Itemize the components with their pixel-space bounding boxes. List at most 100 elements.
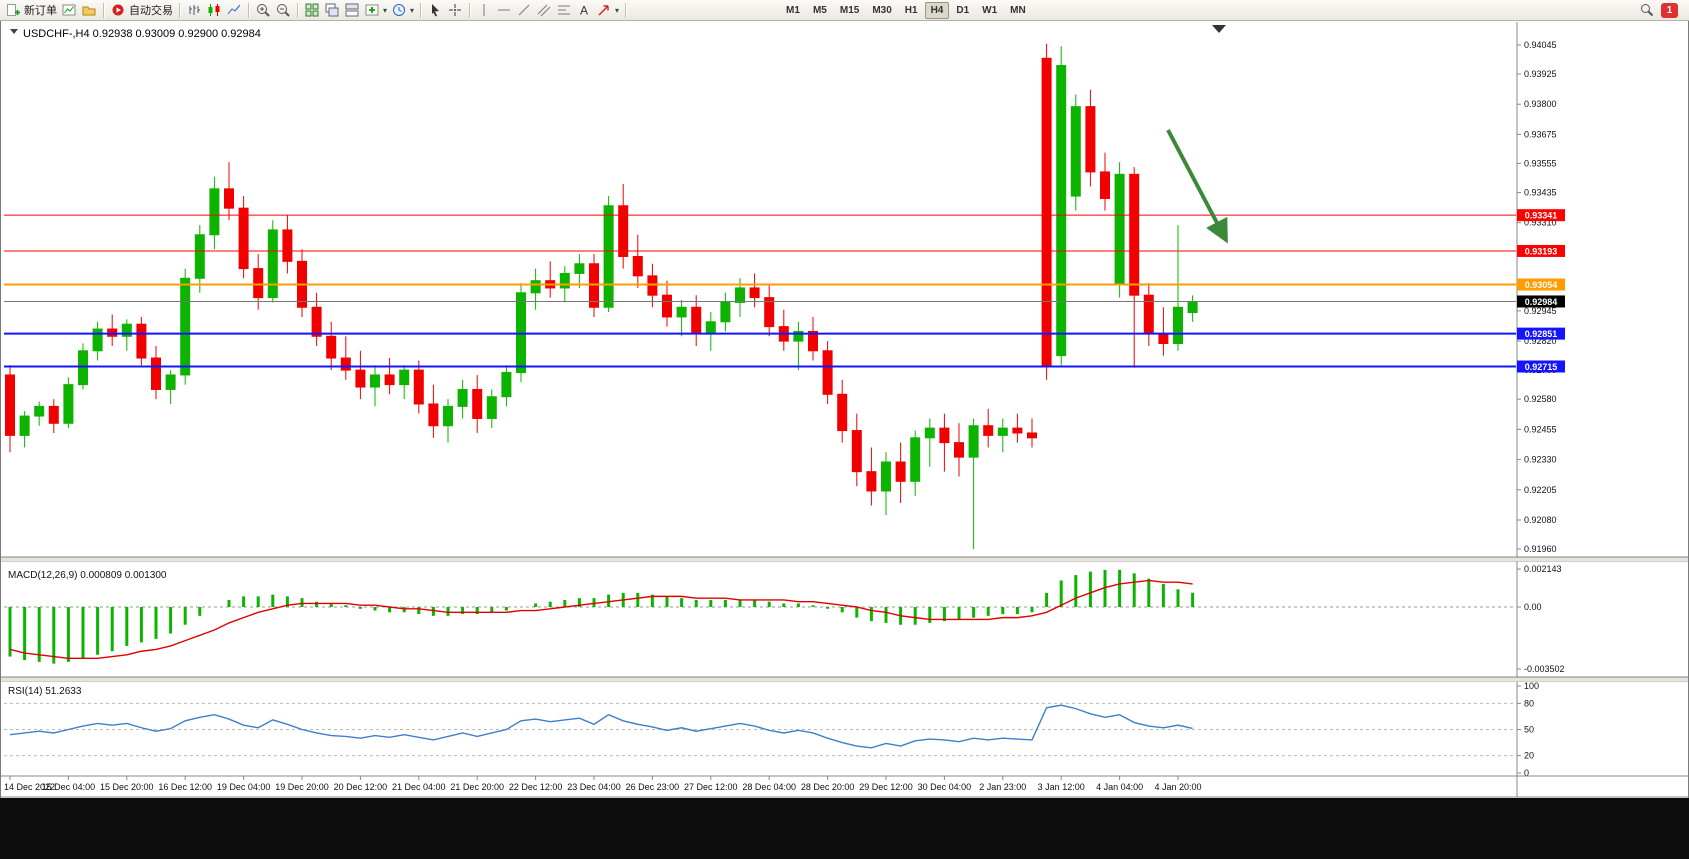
trendline-button[interactable] [514, 1, 534, 20]
timeframe-m15[interactable]: M15 [834, 2, 865, 19]
candle [1056, 65, 1067, 357]
svg-text:0.93925: 0.93925 [1524, 69, 1557, 79]
svg-text:0.94045: 0.94045 [1524, 40, 1557, 50]
candle [1129, 173, 1140, 296]
symbol-dropdown-icon[interactable] [10, 29, 18, 34]
arrange-windows-button[interactable] [342, 1, 362, 20]
candle [559, 272, 570, 289]
timeframe-m1[interactable]: M1 [780, 2, 806, 19]
candle [253, 268, 264, 299]
toolbar-separator [625, 2, 627, 18]
panel-divider[interactable] [0, 557, 1689, 562]
candlestick-chart-icon [208, 4, 220, 16]
zoom-in-button[interactable] [253, 1, 273, 20]
candle [851, 430, 862, 473]
cursor-button[interactable] [425, 1, 445, 20]
price-label-badge [1517, 278, 1565, 291]
svg-text:0.92205: 0.92205 [1524, 485, 1557, 495]
candle [48, 405, 59, 424]
svg-text:0.92580: 0.92580 [1524, 394, 1557, 404]
candle [121, 323, 132, 337]
rsi-panel[interactable]: RSI(14) 51.2633 [4, 686, 1516, 757]
svg-text:0: 0 [1524, 768, 1529, 778]
candle [1027, 432, 1037, 439]
svg-text:3 Jan 12:00: 3 Jan 12:00 [1038, 782, 1085, 792]
candle [92, 328, 103, 352]
candle [1085, 106, 1096, 173]
autotrading-button[interactable]: 自动交易 [108, 1, 175, 20]
timeframe-h4[interactable]: H4 [924, 1, 950, 19]
candle [895, 461, 906, 482]
price-lines[interactable] [4, 214, 1516, 368]
candle [1070, 106, 1081, 197]
timeframe-mn[interactable]: MN [1004, 2, 1032, 19]
svg-text:19 Dec 20:00: 19 Dec 20:00 [275, 782, 329, 792]
tile-windows-button[interactable] [302, 1, 322, 20]
candle [501, 372, 512, 398]
candle [808, 330, 818, 352]
candle [603, 205, 614, 308]
svg-text:21 Dec 20:00: 21 Dec 20:00 [450, 782, 504, 792]
candle [954, 442, 964, 458]
period-clock-button[interactable]: ▾ [389, 1, 416, 20]
cascade-windows-button[interactable] [322, 1, 342, 20]
indicators-icon [365, 4, 379, 16]
candle [399, 369, 410, 386]
candle [326, 335, 337, 359]
new-order-button[interactable]: 新订单 [3, 1, 59, 20]
svg-text:0.93555: 0.93555 [1524, 158, 1557, 168]
fibonacci-icon [558, 5, 571, 15]
candle [486, 396, 497, 419]
svg-text:80: 80 [1524, 698, 1534, 708]
candlestick-chart-button[interactable] [204, 1, 224, 20]
timeframe-m30[interactable]: M30 [866, 2, 897, 19]
channel-button[interactable] [534, 1, 554, 20]
line-chart-button[interactable] [224, 1, 244, 20]
candle [78, 350, 88, 386]
line-chart-icon [227, 4, 241, 15]
chart-shift-marker[interactable] [1212, 25, 1226, 33]
svg-text:0.92820: 0.92820 [1524, 336, 1557, 346]
candle [1173, 306, 1183, 345]
notification-badge[interactable]: 1 [1661, 2, 1678, 18]
svg-text:4 Jan 04:00: 4 Jan 04:00 [1096, 782, 1143, 792]
svg-text:26 Dec 23:00: 26 Dec 23:00 [626, 782, 680, 792]
autotrading-label: 自动交易 [129, 5, 173, 17]
horizontal-line-button[interactable] [494, 1, 514, 20]
chevron-down-icon: ▾ [383, 5, 388, 15]
timeframe-w1[interactable]: W1 [976, 2, 1003, 19]
svg-text:19 Dec 04:00: 19 Dec 04:00 [217, 782, 271, 792]
search-button[interactable] [1637, 1, 1657, 20]
panel-divider[interactable] [0, 677, 1689, 682]
arrow-tool-icon [598, 5, 609, 16]
profiles-button[interactable] [79, 1, 99, 20]
macd-panel[interactable]: MACD(12,26,9) 0.000809 0.001300 [4, 569, 1516, 664]
price-label-badge [1517, 360, 1565, 373]
candle [939, 427, 950, 444]
price-scale[interactable]: 0.94045 0.93925 0.93800 0.93675 0.93555 0.934… [1516, 22, 1565, 797]
arrows-button[interactable]: ▾ [594, 1, 621, 20]
indicators-button[interactable]: ▾ [362, 1, 389, 20]
crosshair-button[interactable] [445, 1, 465, 20]
candle [720, 301, 731, 323]
svg-text:100: 100 [1524, 681, 1539, 691]
trend-arrow-annotation[interactable] [1166, 129, 1228, 244]
svg-text:0.92080: 0.92080 [1524, 515, 1557, 525]
timeframe-m5[interactable]: M5 [807, 2, 833, 19]
timeframe-d1[interactable]: D1 [950, 2, 975, 19]
candle [267, 229, 278, 299]
fibonacci-button[interactable] [554, 1, 574, 20]
svg-text:50: 50 [1524, 725, 1534, 735]
new-chart-button[interactable] [59, 1, 79, 20]
candle [1114, 173, 1125, 284]
zoom-out-button[interactable] [273, 1, 293, 20]
text-button[interactable]: A [574, 1, 594, 20]
timeframe-h1[interactable]: H1 [899, 2, 924, 19]
trendline-icon [518, 4, 530, 16]
cascade-windows-icon [325, 3, 339, 17]
vertical-line-button[interactable] [474, 1, 494, 20]
bar-chart-button[interactable] [184, 1, 204, 20]
macd-signal-line [9, 579, 1193, 660]
